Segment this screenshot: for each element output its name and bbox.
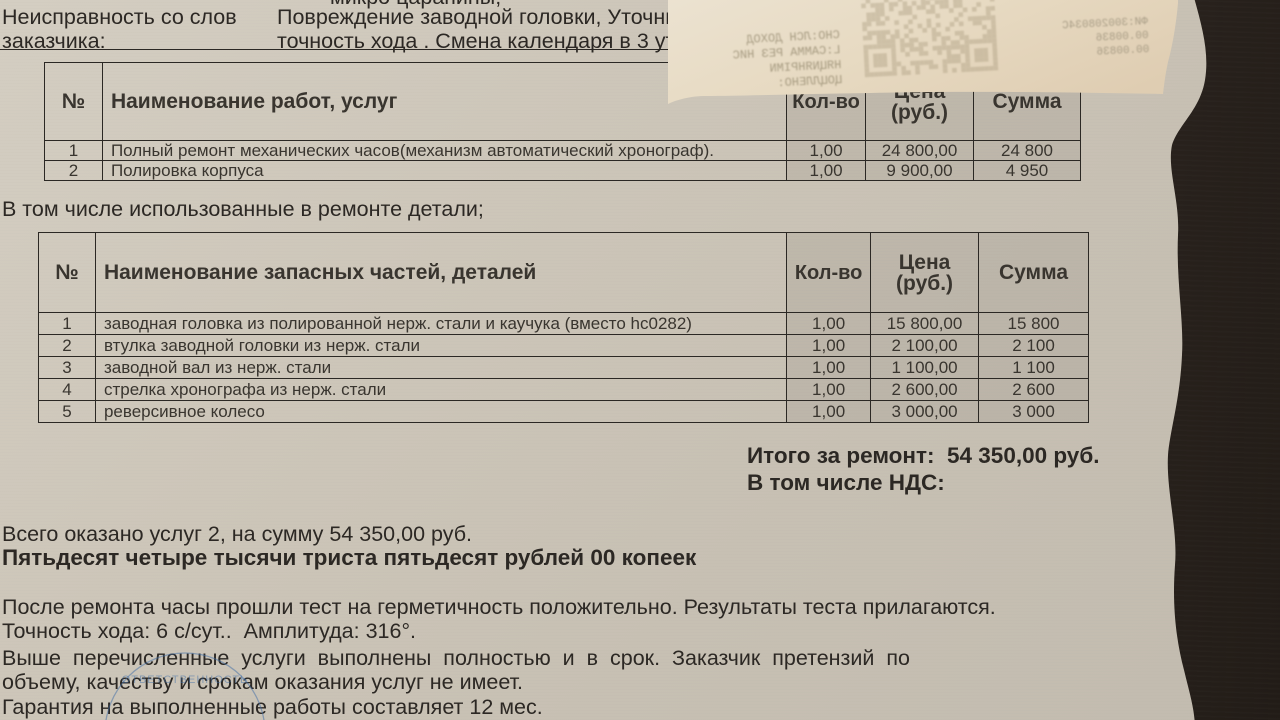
svg-text:ОТВЕТСТВЕННОСТЬ: ОТВЕТСТВЕННОСТЬ [122,674,249,686]
